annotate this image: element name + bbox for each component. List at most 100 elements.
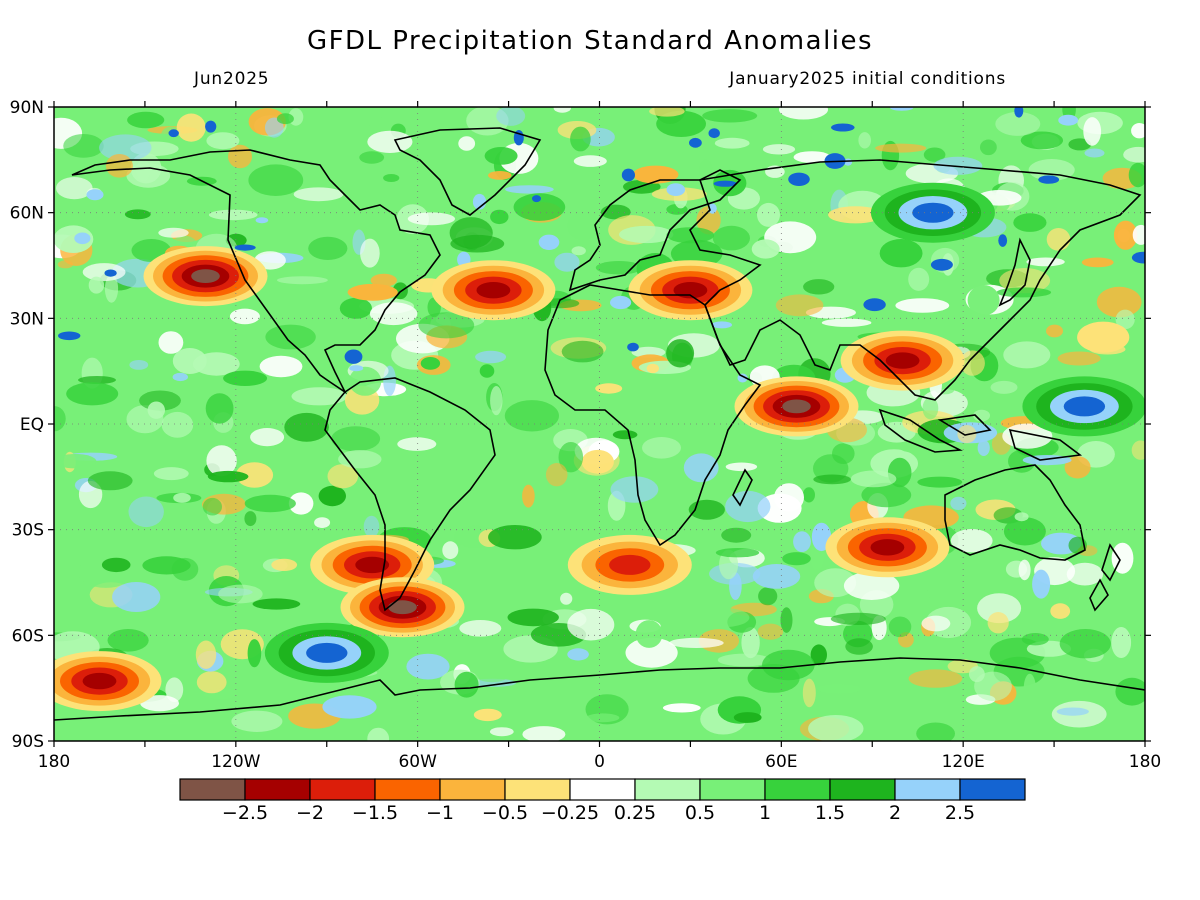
texture-blob	[923, 147, 946, 162]
texture-blob	[88, 276, 105, 294]
texture-blob	[207, 470, 249, 483]
colorbar-swatch	[374, 778, 441, 801]
texture-blob	[688, 499, 725, 520]
texture-blob	[206, 132, 240, 150]
texture-blob	[107, 629, 149, 652]
texture-blob	[473, 708, 502, 722]
texture-blob	[505, 185, 554, 194]
coastline-japan	[998, 237, 1031, 307]
texture-blob	[713, 180, 737, 187]
texture-blob	[78, 376, 116, 384]
texture-blob	[223, 370, 268, 386]
colorbar-swatch	[569, 778, 636, 801]
colorbar-swatch	[504, 778, 571, 801]
texture-blob	[752, 564, 801, 589]
texture-blob	[1032, 569, 1051, 599]
texture-blob	[1057, 351, 1101, 366]
texture-blob	[969, 666, 985, 683]
texture-blob	[231, 710, 283, 732]
texture-blob	[1014, 512, 1029, 522]
texture-blob	[1096, 286, 1142, 318]
texture-blob	[595, 261, 643, 275]
texture-blob	[195, 640, 217, 669]
texture-blob	[863, 298, 886, 312]
texture-blob	[475, 350, 507, 364]
texture-blob	[717, 653, 771, 667]
texture-blob	[567, 648, 589, 661]
anomaly-region-negative	[431, 260, 556, 321]
lon-label: 60E	[765, 752, 797, 772]
texture-blob	[314, 517, 331, 528]
texture-blob	[1066, 562, 1104, 586]
lat-label: 60S	[12, 626, 44, 646]
texture-blob	[1131, 440, 1145, 460]
texture-blob	[762, 144, 796, 155]
texture-blob	[554, 252, 580, 272]
texture-blob	[858, 132, 871, 149]
texture-blob	[669, 637, 724, 649]
texture-blob	[339, 297, 372, 319]
texture-blob	[779, 107, 828, 120]
colorbar-swatch	[829, 778, 896, 801]
texture-blob	[1003, 341, 1051, 369]
texture-blob	[1068, 536, 1087, 554]
anomaly-contour	[870, 539, 905, 556]
texture-blob	[802, 487, 816, 503]
texture-blob	[757, 623, 784, 640]
texture-blob	[570, 126, 591, 152]
axis-ticks	[48, 101, 1151, 747]
texture-blob	[813, 474, 851, 485]
anomaly-contour	[306, 642, 348, 663]
colorbar-label: 1.5	[815, 802, 845, 824]
lat-label: 90S	[12, 732, 44, 752]
texture-blob	[363, 515, 380, 538]
texture-blob	[291, 387, 348, 406]
texture-blob	[689, 137, 702, 148]
texture-blob	[810, 644, 827, 666]
texture-blob	[708, 203, 717, 214]
texture-blob	[758, 587, 778, 606]
texture-blob	[861, 482, 912, 508]
texture-blob	[532, 195, 541, 203]
anomaly-contour	[912, 202, 954, 223]
texture-blob	[176, 113, 206, 142]
texture-blob	[1023, 673, 1036, 704]
colorbar-swatch	[699, 778, 766, 801]
texture-blob	[662, 703, 701, 713]
colorbar-label: −0.25	[541, 802, 599, 824]
lon-label: 180	[38, 752, 70, 772]
texture-blob	[702, 109, 758, 123]
coastline-north-america	[71, 149, 441, 395]
texture-blob	[908, 669, 963, 688]
texture-blob	[895, 298, 950, 313]
texture-blob	[586, 713, 620, 723]
texture-blob	[406, 653, 450, 680]
texture-blob	[828, 206, 884, 224]
texture-blob	[105, 154, 133, 178]
texture-blob	[331, 426, 381, 452]
texture-blob	[172, 348, 207, 374]
texture-blob	[649, 107, 685, 117]
texture-blob	[725, 462, 758, 472]
map-area	[54, 107, 1145, 741]
texture-blob	[496, 107, 526, 126]
texture-blob	[538, 234, 560, 250]
texture-blob	[173, 492, 191, 503]
texture-blob	[418, 312, 475, 339]
texture-blob	[921, 615, 951, 632]
texture-blob	[666, 339, 695, 368]
texture-blob	[808, 715, 864, 741]
texture-blob	[1056, 707, 1089, 716]
texture-blob	[205, 393, 234, 424]
colorbar-swatch	[634, 778, 701, 801]
coastline-south-america	[324, 377, 496, 612]
texture-blob	[383, 174, 400, 182]
texture-blob	[612, 430, 638, 440]
texture-blob	[1132, 224, 1145, 245]
texture-blob	[751, 239, 780, 259]
texture-blob	[916, 722, 955, 741]
texture-blob	[450, 234, 505, 253]
texture-blob	[129, 360, 149, 370]
texture-blob	[850, 470, 897, 488]
texture-blob	[248, 164, 304, 196]
